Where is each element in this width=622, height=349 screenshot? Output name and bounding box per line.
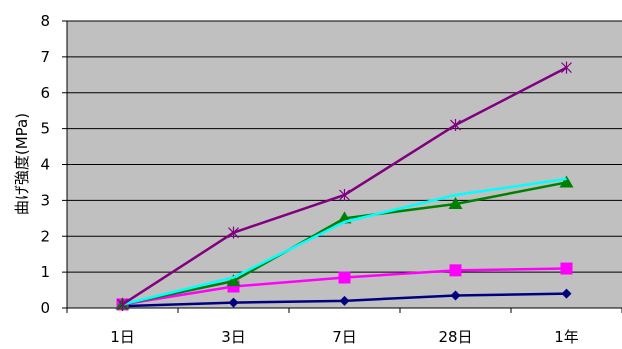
- y-tick-labels: 0 1 2 3 4 5 6 7 8: [40, 12, 50, 317]
- series-1-point-3: [449, 264, 462, 277]
- series-4: [117, 61, 572, 311]
- series-4-point-2: [339, 188, 350, 201]
- series-0-point-3: [450, 290, 461, 301]
- series-1-point-2: [338, 271, 351, 284]
- y-axis-label: 曲げ強度(MPa): [13, 113, 31, 215]
- series-4-point-0: [117, 298, 128, 311]
- series-3: [122, 177, 567, 306]
- series-4-point-3: [450, 119, 461, 132]
- x-tick-label-1: 3日: [221, 328, 246, 346]
- y-tick-label-5: 5: [40, 120, 50, 138]
- y-tick-label-0: 0: [40, 299, 50, 317]
- y-tick-label-3: 3: [40, 191, 50, 209]
- series-4-point-4: [561, 61, 572, 74]
- series-0-point-4: [561, 288, 572, 299]
- y-tick-label-8: 8: [40, 12, 50, 30]
- series-0-point-1: [228, 297, 239, 308]
- series-group: [115, 61, 574, 312]
- series-1-point-4: [560, 262, 573, 275]
- x-tick-label-0: 1日: [110, 328, 135, 346]
- series-2-point-4: [559, 175, 574, 188]
- x-tick-labels: 1日 3日 7日 28日 1年: [110, 328, 579, 346]
- y-tick-label-7: 7: [40, 48, 50, 66]
- x-tick-label-4: 1年: [554, 328, 579, 346]
- y-tick-label-2: 2: [40, 227, 50, 245]
- x-tick-label-3: 28日: [438, 328, 472, 346]
- series-0-point-2: [339, 295, 350, 306]
- series-4-point-1: [228, 226, 239, 239]
- y-tick-label-6: 6: [40, 84, 50, 102]
- x-tick-label-2: 7日: [332, 328, 357, 346]
- axes: [66, 21, 622, 313]
- y-tick-label-1: 1: [40, 263, 50, 281]
- series-2-point-3: [448, 196, 463, 209]
- y-tick-label-4: 4: [40, 156, 50, 174]
- series-2-point-1: [226, 274, 241, 287]
- series-3-line: [122, 177, 567, 306]
